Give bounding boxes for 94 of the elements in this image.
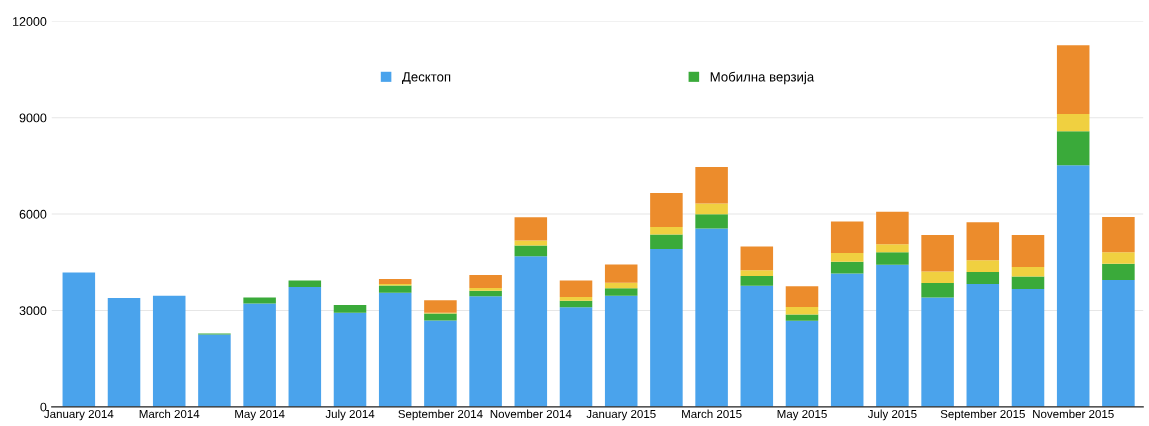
y-tick-label: 9000	[19, 113, 47, 123]
bar	[559, 280, 593, 297]
bar	[559, 307, 593, 407]
bar	[469, 296, 502, 407]
x-tick-label: March 2014	[139, 409, 200, 419]
bar	[876, 244, 909, 253]
bar	[378, 285, 412, 293]
bar	[514, 245, 548, 257]
legend-label: Мобилна верзија	[710, 71, 815, 85]
x-tick-label: July 2015	[867, 409, 917, 421]
x-tick-label: May 2014	[235, 409, 285, 421]
bar	[288, 286, 322, 407]
bar	[1056, 165, 1090, 407]
bar	[830, 273, 864, 407]
bar	[966, 222, 1000, 261]
x-tick-label: September 2015	[940, 409, 1025, 421]
x-tick-label: November 2014	[490, 409, 572, 419]
bar	[785, 320, 819, 407]
x-tick-label: September 2014	[398, 409, 483, 421]
bar	[604, 282, 638, 289]
bar	[604, 295, 638, 407]
bar	[1056, 113, 1090, 132]
bar	[62, 272, 96, 407]
bar	[695, 203, 728, 215]
bar	[378, 292, 412, 407]
bar	[514, 256, 548, 407]
bar	[469, 290, 502, 297]
bar	[695, 167, 728, 204]
bar	[966, 260, 1000, 273]
bar	[876, 211, 909, 245]
bar	[107, 297, 141, 407]
bar	[695, 228, 728, 407]
bar	[695, 214, 728, 229]
bar	[740, 246, 774, 271]
bar	[469, 287, 502, 291]
bar	[1011, 266, 1045, 277]
bar	[921, 297, 954, 407]
bar	[198, 334, 231, 407]
bar	[469, 275, 502, 288]
bar	[559, 300, 593, 308]
bar	[1102, 216, 1135, 253]
legend-label: Десктоп	[402, 72, 451, 85]
bar	[830, 252, 864, 262]
bar	[785, 314, 819, 321]
bar	[1011, 288, 1045, 407]
bar	[740, 270, 774, 277]
x-tick-label: November 2015	[1033, 409, 1114, 419]
bar	[830, 261, 864, 274]
bar	[514, 240, 548, 246]
bar	[514, 217, 548, 241]
bar	[830, 221, 864, 253]
bar	[876, 252, 909, 265]
y-tick-label: 3000	[19, 306, 47, 316]
bar	[1102, 263, 1135, 280]
bar	[650, 193, 683, 228]
bar	[1011, 235, 1045, 267]
bar	[966, 284, 1000, 407]
bar	[604, 288, 638, 296]
bar	[559, 296, 593, 301]
bar	[424, 313, 457, 321]
bar	[1056, 45, 1090, 114]
bar	[1102, 252, 1135, 264]
x-tick-label: July 2014	[325, 409, 375, 421]
y-tick-label: 6000	[19, 209, 47, 219]
bar	[604, 264, 638, 283]
x-tick-label: January 2015	[586, 409, 656, 421]
x-tick-label: May 2015	[777, 409, 827, 421]
bar	[966, 272, 1000, 285]
bar	[921, 234, 954, 272]
bar	[333, 312, 367, 407]
x-tick-label: January 2014	[44, 409, 114, 421]
bar	[152, 295, 186, 407]
bar	[424, 300, 457, 313]
bar	[1102, 279, 1135, 407]
bar	[921, 282, 954, 298]
bar	[876, 264, 909, 407]
bar	[921, 271, 954, 283]
bar	[288, 280, 322, 287]
y-tick-label: 12000	[13, 17, 47, 26]
bar	[650, 227, 683, 235]
bar	[1056, 131, 1090, 166]
bar	[378, 279, 412, 284]
bar	[785, 307, 819, 315]
bar	[424, 320, 457, 407]
bar	[650, 249, 683, 407]
bar	[650, 234, 683, 250]
bar	[740, 285, 774, 407]
bar	[243, 303, 276, 407]
y-tick-label: 0	[40, 402, 47, 412]
bar	[333, 304, 367, 313]
bar	[1011, 276, 1045, 289]
bar	[785, 286, 819, 308]
bar	[740, 276, 774, 286]
x-tick-label: March 2015	[682, 409, 742, 419]
